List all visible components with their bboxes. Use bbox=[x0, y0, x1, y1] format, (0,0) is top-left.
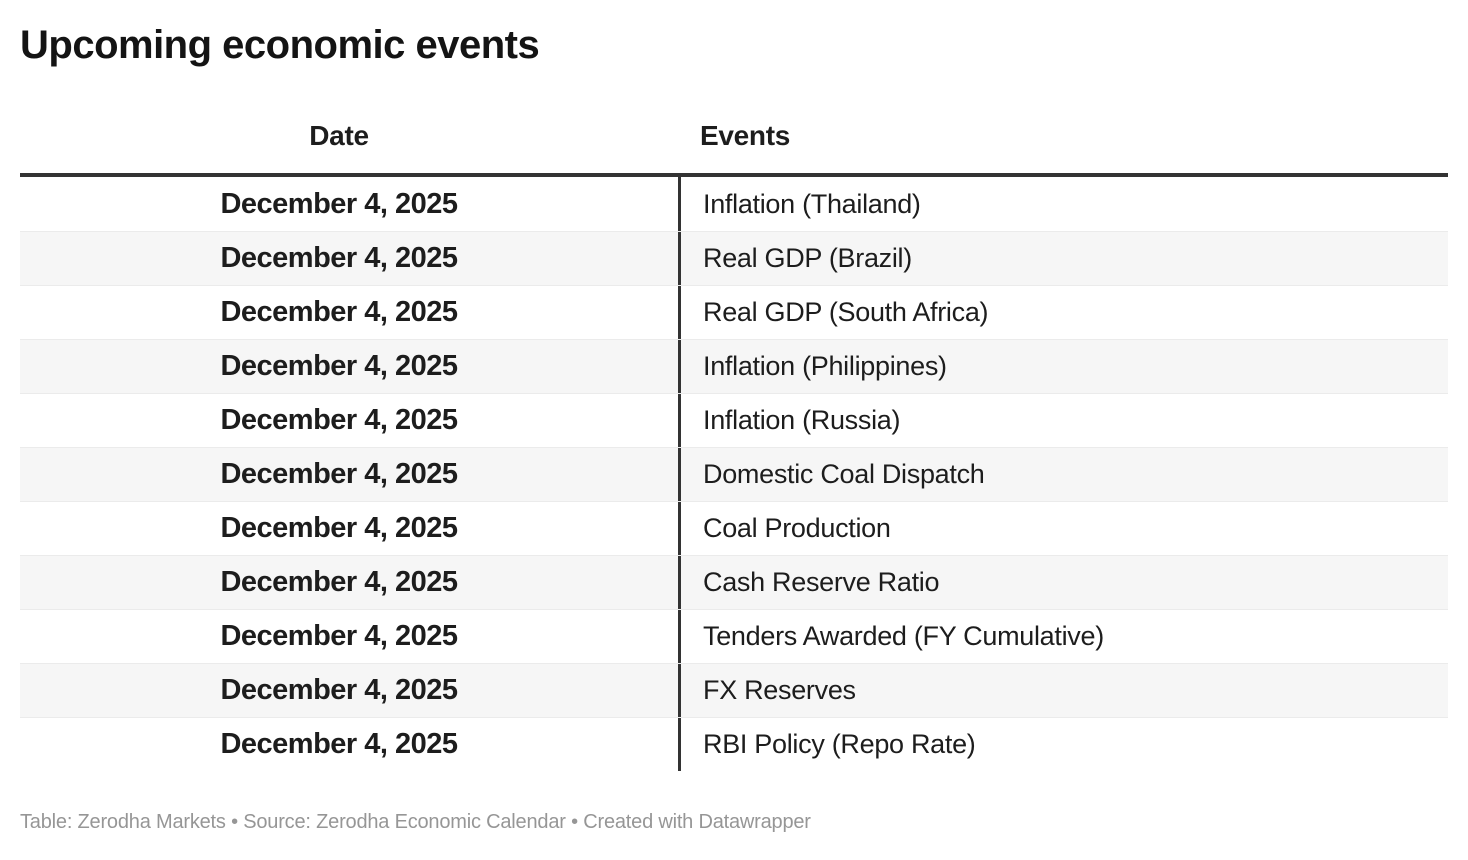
event-cell: FX Reserves bbox=[678, 664, 1448, 717]
date-cell: December 4, 2025 bbox=[220, 728, 458, 760]
footer-text: • bbox=[565, 811, 584, 833]
table-header-row: Date Events bbox=[20, 98, 1448, 177]
date-cell: December 4, 2025 bbox=[220, 296, 458, 328]
footer-text: Created with bbox=[583, 811, 699, 833]
table-row: December 4, 2025 Inflation (Russia) bbox=[20, 393, 1448, 447]
footer-link[interactable]: Zerodha Markets bbox=[77, 811, 226, 833]
events-table: Date Events December 4, 2025 Inflation (… bbox=[20, 98, 1448, 771]
footer-link[interactable]: Datawrapper bbox=[698, 811, 811, 833]
event-cell: Real GDP (South Africa) bbox=[678, 286, 1448, 339]
event-cell: Inflation (Philippines) bbox=[678, 340, 1448, 393]
event-cell: Inflation (Russia) bbox=[678, 394, 1448, 447]
event-cell: Inflation (Thailand) bbox=[678, 177, 1448, 231]
date-cell: December 4, 2025 bbox=[220, 242, 458, 274]
table-row: December 4, 2025 Real GDP (South Africa) bbox=[20, 285, 1448, 339]
table-row: December 4, 2025 Cash Reserve Ratio bbox=[20, 555, 1448, 609]
footer-text: • bbox=[225, 811, 244, 833]
column-header-events: Events bbox=[700, 119, 791, 151]
date-cell: December 4, 2025 bbox=[220, 350, 458, 382]
date-cell: December 4, 2025 bbox=[220, 187, 458, 220]
event-cell: Coal Production bbox=[678, 502, 1448, 555]
table-row: December 4, 2025 RBI Policy (Repo Rate) bbox=[20, 717, 1448, 771]
table-row: December 4, 2025 Tenders Awarded (FY Cum… bbox=[20, 609, 1448, 663]
event-cell: Tenders Awarded (FY Cumulative) bbox=[678, 610, 1448, 663]
event-cell: Real GDP (Brazil) bbox=[678, 232, 1448, 285]
table-row: December 4, 2025 FX Reserves bbox=[20, 663, 1448, 717]
footer-link[interactable]: Zerodha Economic Calendar bbox=[316, 811, 566, 833]
date-cell: December 4, 2025 bbox=[220, 404, 458, 436]
date-cell: December 4, 2025 bbox=[220, 512, 458, 544]
date-cell: December 4, 2025 bbox=[220, 620, 458, 652]
footer-text: Source: bbox=[243, 811, 317, 833]
event-cell: Cash Reserve Ratio bbox=[678, 556, 1448, 609]
datawrapper-table-embed: Upcoming economic events Date Events Dec… bbox=[0, 22, 1468, 835]
date-cell: December 4, 2025 bbox=[220, 566, 458, 598]
chart-title: Upcoming economic events bbox=[20, 23, 540, 67]
event-cell: RBI Policy (Repo Rate) bbox=[678, 718, 1448, 771]
footer-text: Table: bbox=[20, 811, 78, 833]
column-header-date: Date bbox=[309, 119, 369, 151]
table-row: December 4, 2025 Inflation (Philippines) bbox=[20, 339, 1448, 393]
table-row: December 4, 2025 Real GDP (Brazil) bbox=[20, 231, 1448, 285]
date-cell: December 4, 2025 bbox=[220, 674, 458, 706]
event-cell: Domestic Coal Dispatch bbox=[678, 448, 1448, 501]
table-row: December 4, 2025 Inflation (Thailand) bbox=[20, 177, 1448, 231]
attribution-footer: Table: Zerodha Markets • Source: Zerodha… bbox=[20, 809, 1448, 835]
table-row: December 4, 2025 Domestic Coal Dispatch bbox=[20, 447, 1448, 501]
table-row: December 4, 2025 Coal Production bbox=[20, 501, 1448, 555]
date-cell: December 4, 2025 bbox=[220, 458, 458, 490]
table-body: December 4, 2025 Inflation (Thailand) De… bbox=[20, 177, 1448, 771]
